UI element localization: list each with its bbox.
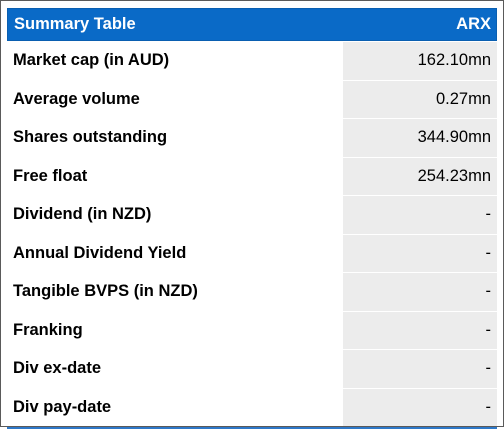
row-label: Franking (13, 320, 83, 339)
row-market-cap: Market cap (in AUD) 162.10mn (7, 42, 497, 80)
table-header: Summary Table ARX (7, 8, 497, 41)
row-label: Average volume (13, 89, 140, 108)
row-value: 0.27mn (343, 80, 497, 118)
row-label: Div ex-date (13, 359, 102, 378)
table-title: Summary Table (14, 15, 136, 33)
row-tangible-bvps: Tangible BVPS (in NZD) - (7, 273, 497, 311)
row-average-volume: Average volume 0.27mn (7, 80, 497, 118)
row-shares-outstanding: Shares outstanding 344.90mn (7, 119, 497, 157)
row-value: 162.10mn (343, 42, 497, 80)
row-free-float: Free float 254.23mn (7, 157, 497, 195)
row-value: - (343, 388, 497, 426)
row-value: - (343, 311, 497, 349)
row-label: Shares outstanding (13, 128, 168, 147)
row-value: - (343, 350, 497, 388)
ticker-symbol: ARX (456, 15, 491, 33)
row-div-pay-date: Div pay-date - (7, 388, 497, 426)
row-annual-dividend-yield: Annual Dividend Yield - (7, 234, 497, 272)
row-value: 254.23mn (343, 157, 497, 195)
summary-table: Summary Table ARX Market cap (in AUD) 16… (7, 8, 497, 429)
row-div-ex-date: Div ex-date - (7, 350, 497, 388)
row-dividend: Dividend (in NZD) - (7, 196, 497, 234)
row-value: - (343, 273, 497, 311)
row-label: Tangible BVPS (in NZD) (13, 282, 198, 301)
row-label: Div pay-date (13, 397, 112, 416)
row-franking: Franking - (7, 311, 497, 349)
row-label: Dividend (in NZD) (13, 205, 152, 224)
row-value: - (343, 234, 497, 272)
row-value: - (343, 196, 497, 234)
row-value: 344.90mn (343, 119, 497, 157)
row-label: Market cap (in AUD) (13, 51, 170, 70)
row-label: Annual Dividend Yield (13, 243, 187, 262)
row-label: Free float (13, 166, 88, 185)
